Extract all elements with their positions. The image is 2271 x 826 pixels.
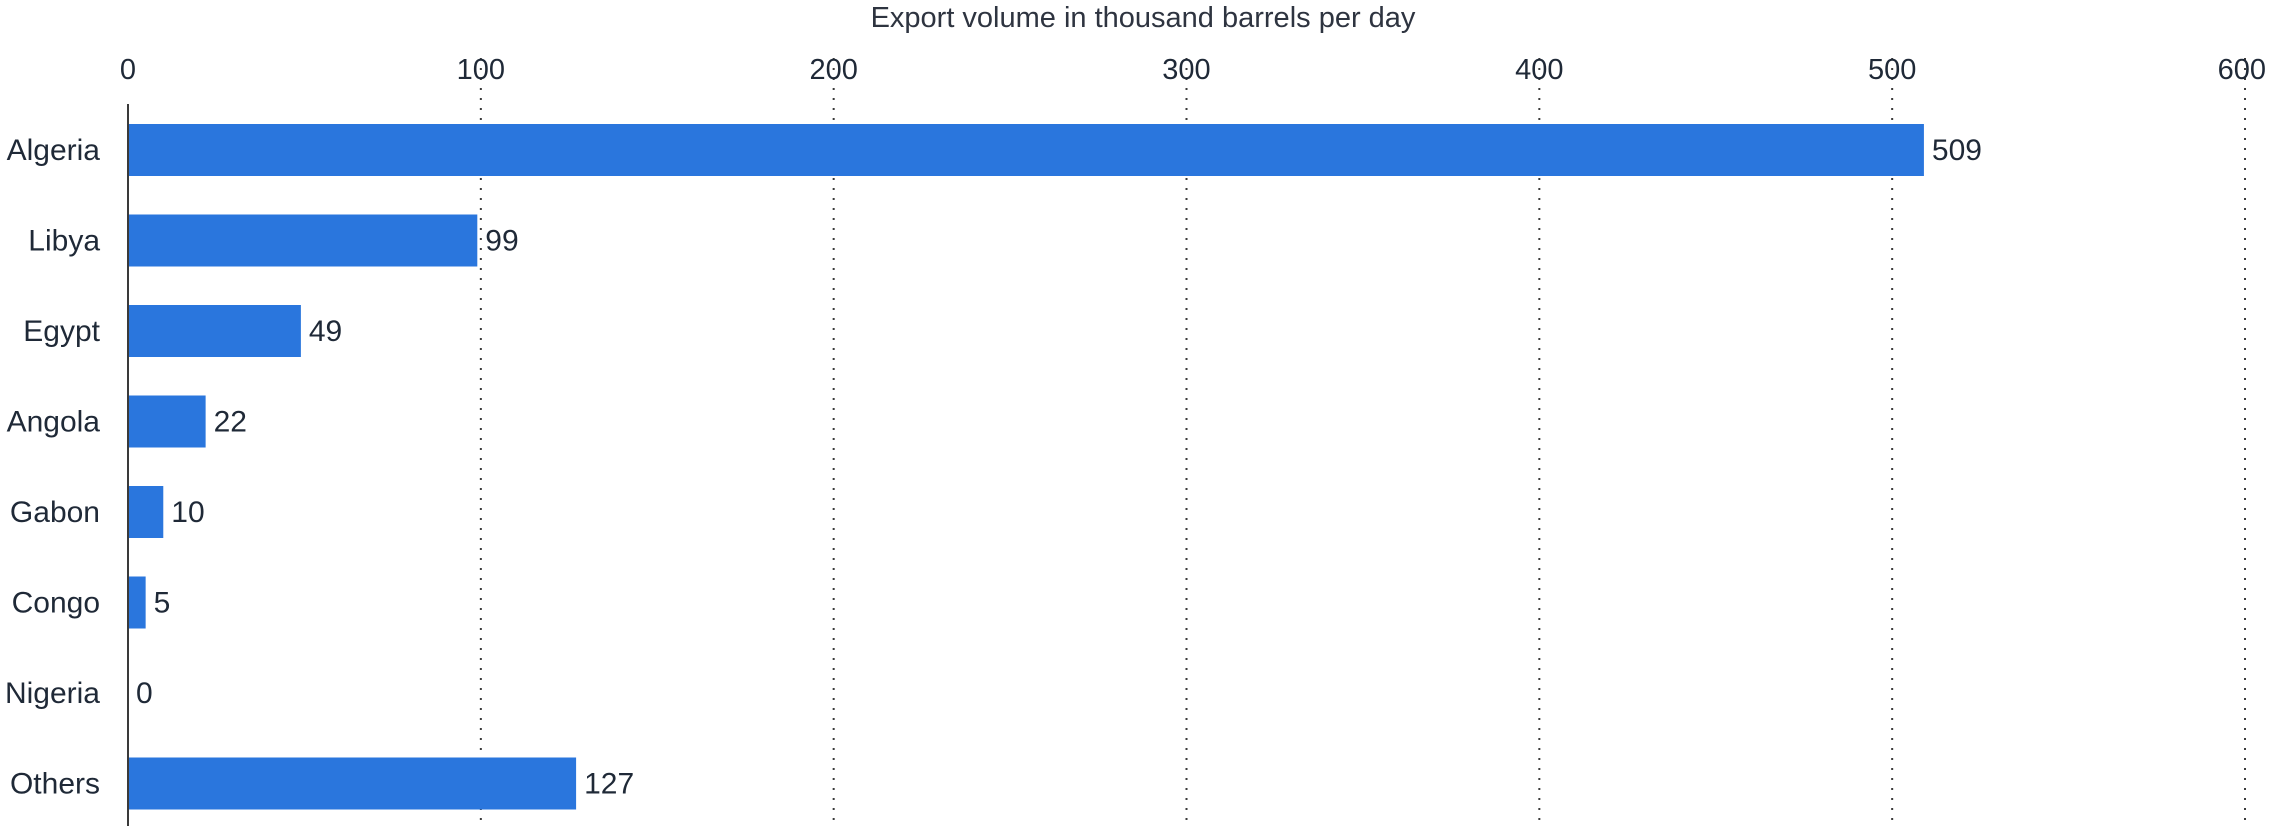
- value-label: 0: [136, 677, 153, 710]
- category-label: Congo: [12, 587, 100, 620]
- category-label: Gabon: [10, 496, 100, 529]
- x-tick-label: 300: [1162, 54, 1210, 86]
- bar-egypt: [128, 305, 301, 357]
- value-label: 22: [214, 406, 247, 439]
- value-label: 5: [154, 587, 171, 620]
- category-label: Algeria: [7, 134, 101, 167]
- value-label: 10: [171, 496, 204, 529]
- gridlines: [479, 58, 2246, 826]
- x-tick-label: 400: [1515, 54, 1563, 86]
- bar-gabon: [128, 486, 164, 538]
- value-label: 99: [485, 225, 518, 258]
- category-label: Libya: [28, 225, 100, 258]
- bars: [128, 124, 1924, 810]
- value-labels: 509 99 49 22 10 5 0 127: [136, 134, 1982, 801]
- bar-angola: [128, 395, 206, 448]
- category-labels: Algeria Libya Egypt Angola Gabon Congo Nigeria…: [5, 134, 101, 801]
- x-axis-title: Export volume in thousand barrels per da…: [871, 2, 1416, 34]
- x-tick-label: 600: [2218, 54, 2266, 86]
- bar-others: [128, 757, 577, 810]
- value-label: 49: [309, 315, 342, 348]
- x-tick-label: 500: [1868, 54, 1916, 86]
- bar-libya: [128, 214, 478, 267]
- x-tick-label: 200: [809, 54, 857, 86]
- x-tick-label: 100: [457, 54, 505, 86]
- bar-algeria: [128, 124, 1924, 176]
- category-label: Angola: [7, 406, 101, 439]
- value-label: 127: [584, 768, 634, 801]
- category-label: Nigeria: [5, 677, 100, 710]
- x-axis-ticks: 0 100 200 300 400 500 600: [120, 54, 2266, 86]
- value-label: 509: [1932, 134, 1982, 167]
- bar-congo: [128, 576, 146, 629]
- category-label: Others: [10, 768, 100, 801]
- x-tick-label: 0: [120, 54, 136, 86]
- category-label: Egypt: [23, 315, 100, 348]
